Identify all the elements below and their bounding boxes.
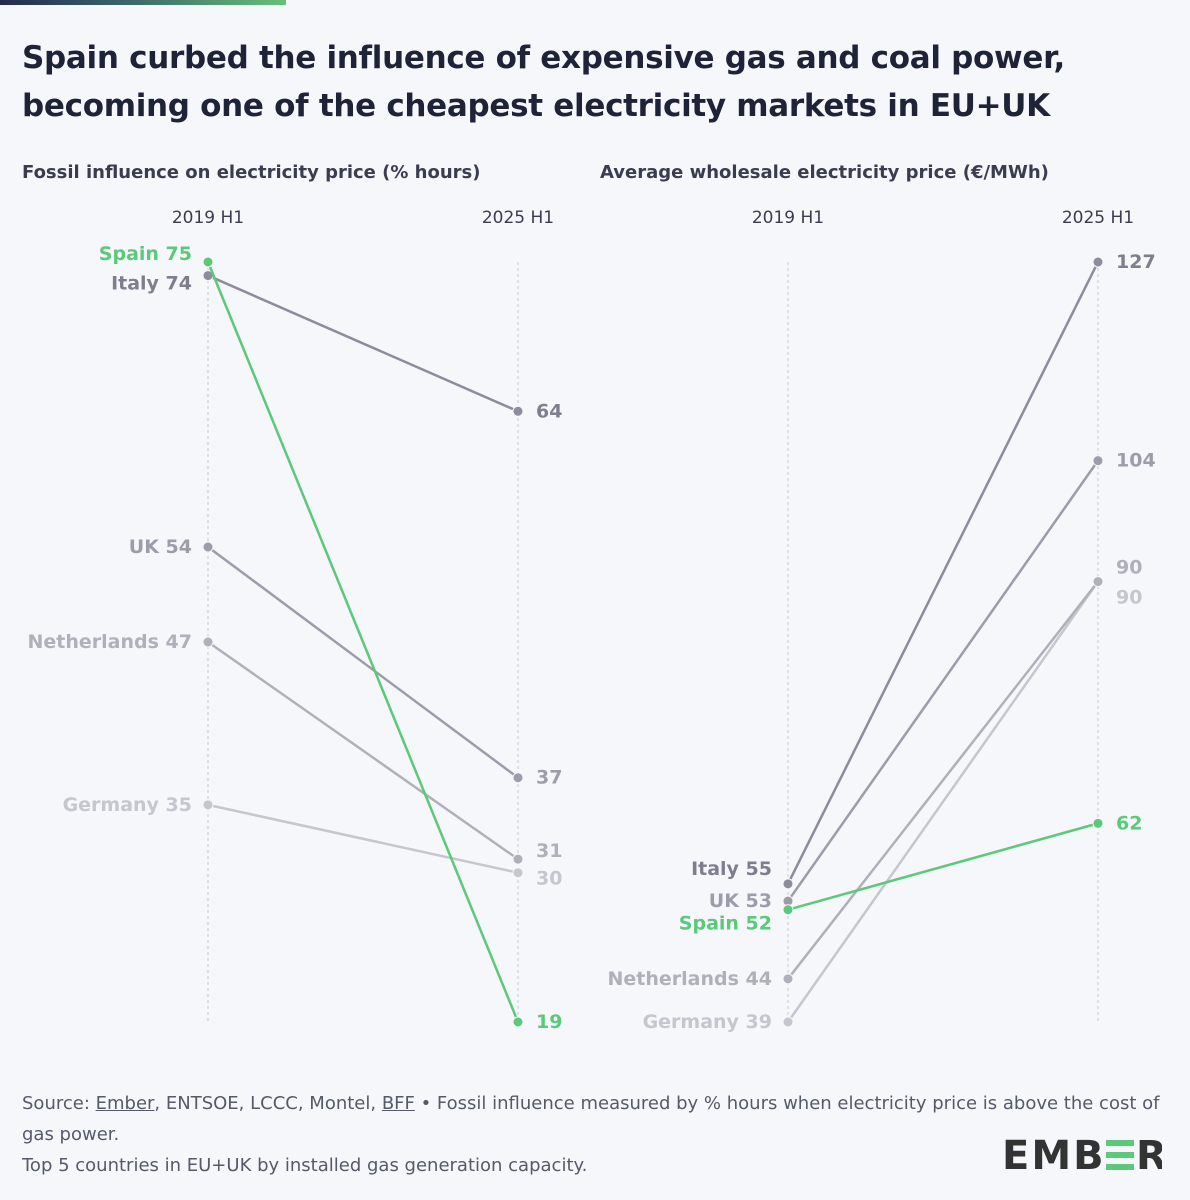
data-point-uk — [202, 541, 214, 553]
label-end-uk: 104 — [1116, 450, 1156, 472]
left-chart-title: Fossil influence on electricity price (%… — [22, 162, 481, 183]
label-start-germany: Germany 35 — [63, 794, 192, 816]
footer-note: Top 5 countries in EU+UK by installed ga… — [22, 1155, 588, 1176]
label-end-uk: 37 — [536, 767, 562, 789]
data-point-netherlands — [202, 636, 214, 648]
series-line-italy — [207, 274, 519, 413]
label-start-italy: Italy 55 — [691, 858, 772, 880]
series-line-netherlands — [207, 640, 519, 861]
label-start-netherlands: Netherlands 44 — [608, 968, 772, 990]
data-point-uk — [512, 772, 524, 784]
footer: Source: Ember, ENTSOE, LCCC, Montel, BFF… — [22, 1088, 1190, 1181]
data-point-uk — [1092, 455, 1104, 467]
svg-text:EMB: EMB — [1002, 1135, 1106, 1175]
x-tick-label: 2019 H1 — [172, 208, 244, 228]
svg-text:R: R — [1136, 1135, 1162, 1175]
data-point-italy — [512, 405, 524, 417]
series-line-italy — [786, 261, 1100, 885]
data-point-spain — [1092, 817, 1104, 829]
right-chart-title: Average wholesale electricity price (€/M… — [600, 162, 1049, 183]
source-note: • Fossil influence measured by % hours w… — [22, 1093, 1160, 1145]
ember-logo: EMB R — [1002, 1135, 1162, 1175]
label-end-spain: 62 — [1116, 812, 1142, 834]
label-end-germany: 90 — [1116, 587, 1142, 609]
source-mid: , ENTSOE, LCCC, Montel, — [154, 1093, 382, 1114]
data-point-spain — [202, 256, 214, 268]
brand-bar — [0, 0, 286, 5]
series-line-germany — [786, 580, 1100, 1023]
series-line-spain — [787, 822, 1099, 911]
data-point-germany — [782, 1016, 794, 1028]
data-point-germany — [512, 867, 524, 879]
data-point-germany — [202, 799, 214, 811]
data-point-netherlands — [782, 973, 794, 985]
label-end-netherlands: 31 — [536, 840, 562, 862]
data-point-italy — [1092, 256, 1104, 268]
label-start-uk: UK 54 — [129, 536, 192, 558]
series-line-netherlands — [787, 580, 1099, 980]
label-end-spain: 19 — [536, 1011, 562, 1033]
label-start-uk: UK 53 — [709, 890, 772, 912]
source-link-bff[interactable]: BFF — [381, 1093, 415, 1114]
source-prefix: Source: — [22, 1093, 96, 1114]
label-end-italy: 127 — [1116, 251, 1156, 273]
data-point-spain — [782, 904, 794, 916]
data-point-italy — [782, 878, 794, 890]
label-start-netherlands: Netherlands 47 — [28, 631, 192, 653]
x-tick-label: 2025 H1 — [482, 208, 554, 228]
label-start-germany: Germany 39 — [643, 1011, 772, 1033]
label-end-italy: 64 — [536, 400, 562, 422]
series-line-uk — [786, 459, 1100, 902]
series-line-spain — [206, 261, 520, 1023]
series-line-germany — [207, 803, 519, 874]
label-start-spain: Spain 75 — [99, 243, 192, 265]
page-title: Spain curbed the influence of expensive … — [22, 40, 1066, 124]
x-tick-label: 2019 H1 — [752, 208, 824, 228]
data-point-netherlands — [512, 853, 524, 865]
source-link-ember[interactable]: Ember — [95, 1093, 155, 1114]
label-end-germany: 30 — [536, 868, 562, 890]
data-point-netherlands — [1092, 576, 1104, 588]
label-start-italy: Italy 74 — [111, 273, 192, 295]
series-line-uk — [207, 545, 519, 779]
label-start-spain: Spain 52 — [679, 913, 772, 935]
label-end-netherlands: 90 — [1116, 557, 1142, 579]
data-point-spain — [512, 1016, 524, 1028]
x-tick-label: 2025 H1 — [1062, 208, 1134, 228]
